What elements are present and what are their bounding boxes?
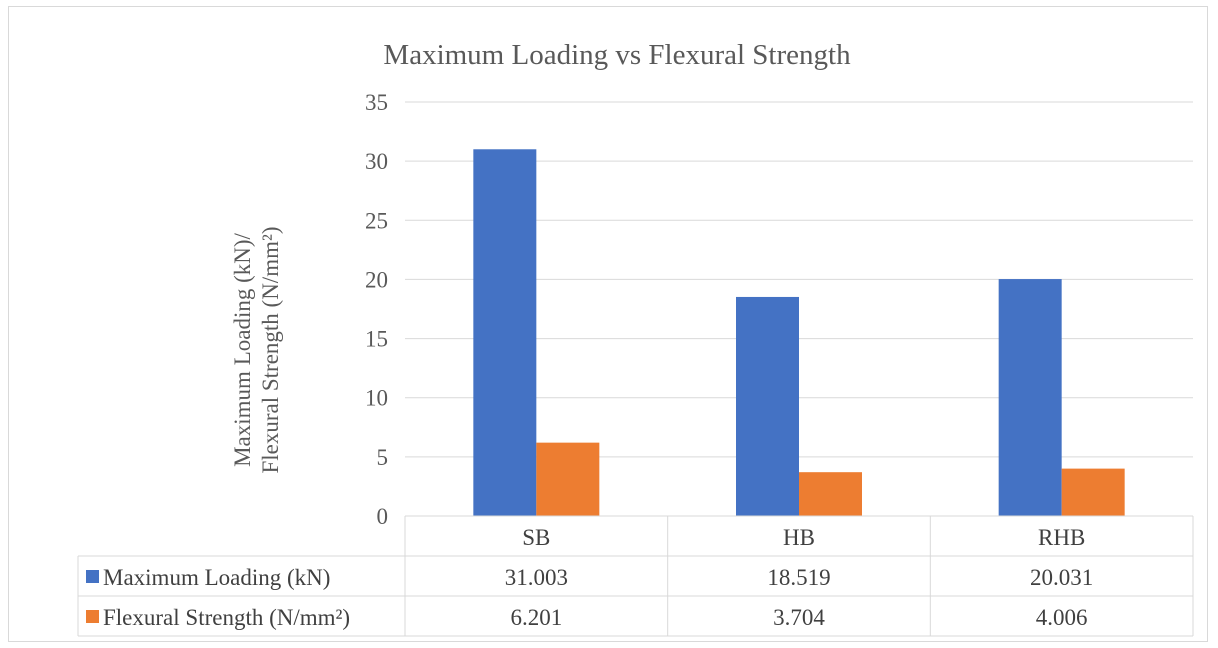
bar-maximum-loading-rhb bbox=[998, 279, 1062, 516]
chart-title: Maximum Loading vs Flexural Strength bbox=[383, 39, 851, 71]
y-tick-label: 0 bbox=[377, 504, 389, 529]
y-tick-label: 35 bbox=[365, 90, 388, 115]
table-value: 20.031 bbox=[1030, 565, 1093, 590]
bar-maximum-loading-hb bbox=[736, 296, 799, 516]
y-tick-label: 25 bbox=[365, 208, 388, 233]
table-value: 6.201 bbox=[510, 605, 562, 630]
y-axis-label-line-1: Maximum Loading (kN)/ bbox=[230, 232, 255, 466]
table-value: 4.006 bbox=[1036, 605, 1088, 630]
legend-key bbox=[86, 610, 99, 623]
legend-label: Maximum Loading (kN) bbox=[103, 565, 330, 590]
bar-flexural-strength-hb bbox=[799, 472, 862, 516]
y-tick-label: 15 bbox=[365, 327, 388, 352]
bars bbox=[473, 149, 1125, 516]
legend-label: Flexural Strength (N/mm²) bbox=[103, 605, 350, 630]
y-tick-label: 10 bbox=[365, 386, 388, 411]
y-axis-label-line-2: Flexural Strength (N/mm²) bbox=[258, 226, 283, 473]
table-value: 18.519 bbox=[767, 565, 830, 590]
y-tick-label: 20 bbox=[365, 267, 388, 292]
category-label-hb: HB bbox=[783, 525, 815, 550]
bar-flexural-strength-sb bbox=[536, 442, 600, 516]
table-value: 31.003 bbox=[505, 565, 568, 590]
y-tick-labels: 0 5 10 15 20 25 30 35 bbox=[365, 90, 388, 529]
category-label-rhb: RHB bbox=[1038, 525, 1085, 550]
table-value: 3.704 bbox=[773, 605, 825, 630]
bar-flexural-strength-rhb bbox=[1061, 468, 1125, 516]
y-tick-label: 5 bbox=[377, 445, 389, 470]
category-label-sb: SB bbox=[522, 525, 550, 550]
legend-key bbox=[86, 570, 99, 583]
y-tick-label: 30 bbox=[365, 149, 388, 174]
y-axis-label: Maximum Loading (kN)/ Flexural Strength … bbox=[230, 226, 283, 473]
bar-maximum-loading-sb bbox=[473, 149, 537, 516]
data-table: SB HB RHB Maximum Loading (kN) 31.003 18.519 2… bbox=[77, 515, 1194, 637]
